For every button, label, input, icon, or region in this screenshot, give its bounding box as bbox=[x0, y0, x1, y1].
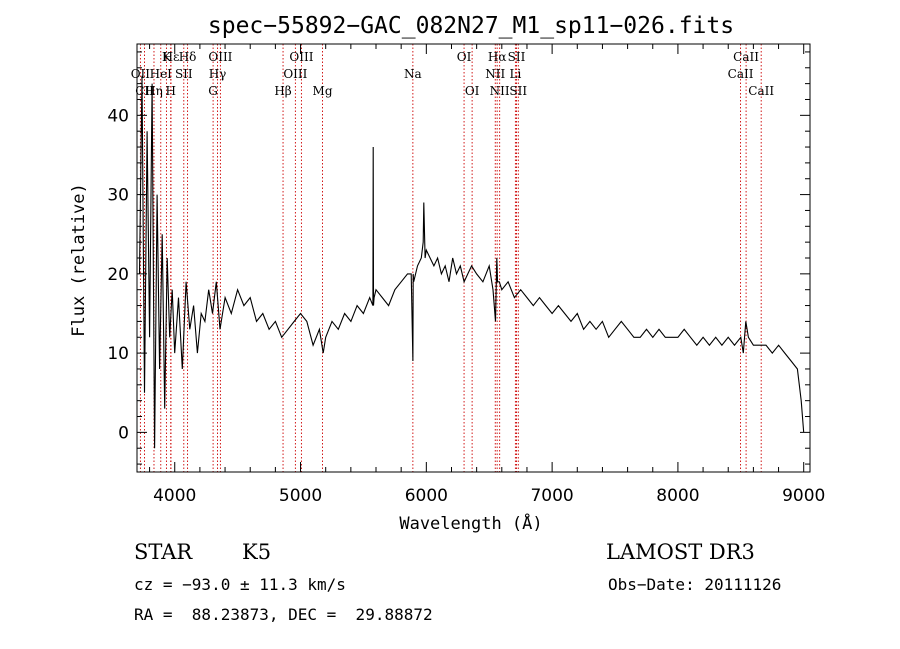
spectral-line-label: CaII bbox=[748, 84, 774, 98]
chart-title: spec−55892−GAC_082N27_M1_sp11−026.fits bbox=[208, 13, 734, 39]
spectral-line-label: OIII bbox=[283, 67, 307, 81]
survey-name: LAMOST DR3 bbox=[606, 540, 755, 564]
spectral-line-label: SII bbox=[175, 67, 193, 81]
spectral-line-label: HeI bbox=[150, 67, 173, 81]
spectral-line-label: Li bbox=[509, 67, 521, 81]
x-tick-label: 7000 bbox=[530, 486, 573, 506]
plot-frame bbox=[136, 43, 811, 473]
spectral-line-label: OI bbox=[457, 50, 472, 64]
spectral-line-label: OII bbox=[131, 67, 151, 81]
spectral-line-label: SII bbox=[508, 50, 526, 64]
x-tick-label: 6000 bbox=[405, 486, 448, 506]
spectral-line-label: NII bbox=[490, 84, 510, 98]
spectral-line-label: CII bbox=[135, 84, 154, 98]
spectral-line-label: CaII bbox=[733, 50, 759, 64]
observation-date: Obs−Date: 20111126 bbox=[608, 575, 782, 594]
spectral-line-label: Hη bbox=[145, 84, 163, 98]
object-subclass: K5 bbox=[242, 540, 272, 564]
x-axis-ticks: 4000 5000 6000 7000 8000 9000 bbox=[149, 44, 825, 506]
spectral-line-label: OI bbox=[465, 84, 480, 98]
spectral-line-label: Hβ bbox=[274, 84, 291, 98]
x-tick-label: 9000 bbox=[782, 486, 825, 506]
spectral-line-label: CaII bbox=[728, 67, 754, 81]
spectral-line-label: OIII bbox=[289, 50, 313, 64]
spectral-line-label: NII bbox=[485, 67, 505, 81]
y-tick-label: 30 bbox=[107, 186, 129, 206]
x-tick-label: 8000 bbox=[656, 486, 699, 506]
y-tick-label: 10 bbox=[107, 344, 129, 364]
redshift-cz: cz = −93.0 ± 11.3 km/s bbox=[134, 575, 346, 594]
y-axis-ticks: 0 10 20 30 40 bbox=[107, 51, 810, 465]
spectral-line-label: Mg bbox=[313, 84, 333, 98]
y-tick-label: 40 bbox=[107, 106, 129, 126]
spectral-line-label: H bbox=[165, 84, 175, 98]
y-tick-label: 20 bbox=[107, 265, 129, 285]
spectral-line-markers bbox=[139, 44, 762, 472]
y-axis-label: Flux (relative) bbox=[69, 183, 89, 337]
spectral-line-label: K bbox=[162, 50, 172, 64]
spectral-line-label: OIII bbox=[208, 50, 232, 64]
ra-dec-coordinates: RA = 88.23873, DEC = 29.88872 bbox=[134, 605, 433, 624]
spectral-line-label: G bbox=[208, 84, 218, 98]
object-class: STAR bbox=[134, 540, 193, 564]
spectral-line-label: Hγ bbox=[209, 67, 227, 81]
x-tick-label: 4000 bbox=[153, 486, 196, 506]
spectral-line-label: Na bbox=[404, 67, 422, 81]
spectral-line-label: Hδ bbox=[179, 50, 197, 64]
y-tick-label: 0 bbox=[118, 423, 129, 443]
flux-series-line bbox=[138, 75, 805, 449]
x-tick-label: 5000 bbox=[279, 486, 322, 506]
spectral-line-label: Hα bbox=[488, 50, 507, 64]
spectral-line-label: SII bbox=[509, 84, 527, 98]
x-axis-label: Wavelength (Å) bbox=[399, 512, 542, 534]
